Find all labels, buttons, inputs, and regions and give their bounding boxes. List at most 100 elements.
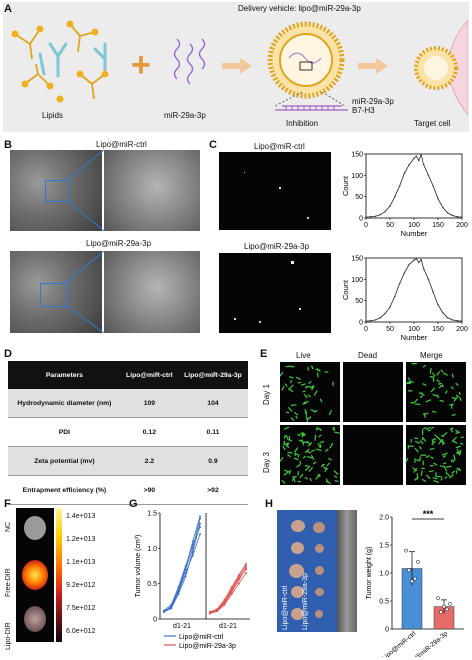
x-tick-label: 0 <box>364 222 368 229</box>
live-cell <box>321 463 325 467</box>
data-point <box>374 215 377 218</box>
column-merge: Merge <box>420 351 443 360</box>
nta-histogram-top: 0 50 100 150 200 0 50 100 150 Number Count <box>341 152 468 239</box>
live-cell <box>310 365 314 370</box>
panel-b-top-title: Lipo@miR-ctrl <box>96 140 147 149</box>
table-cell: 0.12 <box>120 417 178 447</box>
live-cell <box>286 438 293 442</box>
live-cell <box>323 466 329 470</box>
live-cell <box>290 417 295 421</box>
live-cell <box>407 445 410 449</box>
live-cell <box>303 441 309 443</box>
live-cell <box>421 467 425 470</box>
x-axis-label-right: d1-21 <box>219 623 237 630</box>
data-point <box>384 210 386 213</box>
tem-overview-bottom <box>10 251 102 333</box>
live-cell <box>412 467 417 472</box>
y-axis-label: Tumor volume (cm³) <box>135 535 142 598</box>
live-cell <box>295 376 302 380</box>
live-cell <box>302 402 307 405</box>
data-point <box>461 320 463 322</box>
panel-g-letter: G <box>129 498 138 510</box>
live-cell <box>282 445 286 451</box>
data-point <box>370 319 372 322</box>
data-point <box>413 576 417 581</box>
live-cell <box>436 379 441 383</box>
live-cell <box>297 381 301 384</box>
live-cell <box>431 440 436 446</box>
series-line <box>365 258 463 322</box>
y-tick-label: 100 <box>351 173 363 180</box>
nta-image-top <box>219 152 331 230</box>
row-day1: Day 1 <box>262 384 271 405</box>
live-cell <box>299 473 304 479</box>
live-cell <box>285 365 292 368</box>
tumor-weight-chart: 0 0.5 1.0 1.5 2.0 Tumor weight (g) Lipo@miR-ct… <box>366 509 464 657</box>
live-cell <box>326 462 331 467</box>
y-axis-label: Tumor weight (g) <box>366 547 373 600</box>
live-cell <box>425 399 432 403</box>
panel-c-letter: C <box>209 139 217 151</box>
live-cell <box>416 459 420 462</box>
live-cell <box>436 394 440 399</box>
mirna-illustration <box>173 38 206 85</box>
live-cell <box>306 416 312 420</box>
live-cell <box>315 476 319 480</box>
live-cell <box>306 450 312 454</box>
data-point <box>170 605 173 608</box>
y-tick-label: 1.0 <box>379 571 389 578</box>
table-cell: 0.9 <box>177 446 248 476</box>
live-cell <box>310 386 314 388</box>
fluorescence-image <box>343 425 403 485</box>
data-point <box>416 559 420 564</box>
live-cell <box>451 470 456 475</box>
live-cell <box>414 458 416 463</box>
live-cell <box>442 372 448 376</box>
table-cell: Entrapment efficiency (%) <box>8 475 121 505</box>
x-tick-label: 100 <box>408 326 420 333</box>
live-cell <box>310 454 315 461</box>
panel-e-letter: E <box>260 348 268 360</box>
panel-c-top-title: Lipo@miR-ctrl <box>254 142 305 151</box>
live-cell <box>297 454 300 458</box>
live-cell <box>295 415 298 419</box>
live-cell <box>445 465 452 468</box>
data-point <box>427 278 430 281</box>
live-cell <box>419 394 423 399</box>
live-cell <box>300 383 306 386</box>
live-cell <box>303 393 308 399</box>
live-cell <box>422 426 427 430</box>
data-point <box>374 319 377 321</box>
data-point <box>437 198 439 200</box>
live-cell <box>308 466 314 473</box>
live-cell <box>298 439 303 442</box>
live-cell <box>333 475 338 479</box>
lipids-illustration <box>11 20 109 103</box>
x-tick-label: 50 <box>386 326 394 333</box>
live-cell <box>410 438 412 443</box>
legend-label: Lipo@miR-29a-3p <box>179 643 236 650</box>
live-cell <box>458 391 461 396</box>
table-cell: PDI <box>8 417 121 447</box>
colorbar-tick: 1.2e+013 <box>66 536 96 543</box>
live-cell <box>436 371 441 376</box>
live-cell <box>441 452 448 456</box>
data-point <box>237 574 240 577</box>
live-cell <box>429 464 434 467</box>
live-cell <box>294 411 299 416</box>
inhibition-target-label: B7-H3 <box>352 106 375 115</box>
row-free-dir: Free-DIR <box>5 568 12 597</box>
table-cell: >92 <box>177 475 248 505</box>
live-cell <box>440 434 444 438</box>
data-point <box>456 319 458 322</box>
live-cell <box>284 442 289 446</box>
zoom-box-bottom <box>40 283 68 307</box>
data-point <box>398 282 401 285</box>
live-cell <box>434 434 440 439</box>
arrow-icon <box>222 58 252 74</box>
live-cell <box>291 366 295 368</box>
live-cell <box>281 479 286 485</box>
row-day3: Day 3 <box>262 452 271 473</box>
data-point <box>448 601 452 606</box>
zoom-lines-bottom <box>66 251 105 333</box>
